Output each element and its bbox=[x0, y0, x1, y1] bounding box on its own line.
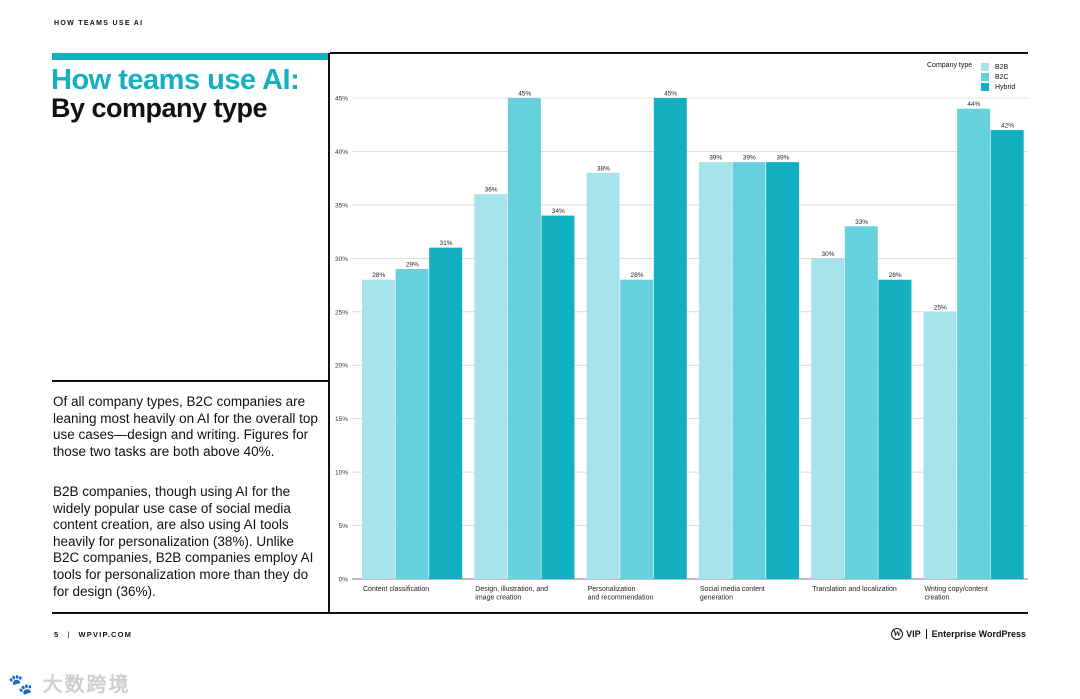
y-tick-label: 45% bbox=[335, 96, 348, 103]
bar bbox=[507, 98, 541, 579]
brand-divider bbox=[925, 629, 927, 639]
bar bbox=[811, 258, 845, 579]
y-tick-label: 25% bbox=[335, 309, 348, 316]
bar bbox=[990, 130, 1024, 580]
legend-swatch-b2b bbox=[981, 63, 989, 71]
data-label: 28% bbox=[372, 272, 385, 279]
category-label: Writing copy/content bbox=[925, 586, 988, 593]
data-label: 39% bbox=[709, 155, 722, 162]
bar bbox=[586, 172, 620, 580]
category-label: Content classification bbox=[363, 586, 429, 593]
data-label: 25% bbox=[934, 304, 947, 311]
y-tick-label: 30% bbox=[335, 256, 348, 263]
data-label: 30% bbox=[821, 251, 834, 258]
y-tick-label: 0% bbox=[339, 577, 349, 584]
data-label: 29% bbox=[406, 262, 419, 269]
category-label: Social media content bbox=[700, 586, 765, 593]
footer-separator: | bbox=[67, 630, 71, 639]
legend-item-b2b: B2B bbox=[981, 63, 1008, 71]
category-label: Personalization bbox=[588, 586, 636, 593]
legend-label-b2b: B2B bbox=[995, 63, 1009, 71]
accent-bar bbox=[52, 53, 329, 60]
data-label: 33% bbox=[855, 219, 868, 226]
bar bbox=[620, 279, 654, 579]
bar bbox=[698, 162, 732, 579]
vertical-divider bbox=[328, 53, 330, 613]
bottom-rule bbox=[52, 612, 1028, 614]
data-label: 45% bbox=[518, 91, 531, 98]
legend-swatch-hybrid bbox=[981, 83, 989, 91]
y-tick-label: 20% bbox=[335, 363, 348, 370]
bar bbox=[395, 269, 429, 579]
bar bbox=[732, 162, 766, 579]
bar bbox=[844, 226, 878, 579]
data-label: 28% bbox=[889, 272, 902, 279]
legend-item-b2c: B2C bbox=[981, 73, 1009, 81]
data-label: 42% bbox=[1001, 123, 1014, 130]
body-paragraph-2: B2B companies, though using AI for the w… bbox=[53, 484, 314, 599]
section-eyebrow: HOW TEAMS USE AI bbox=[54, 20, 144, 27]
watermark-logo: 🐾 大数跨境 bbox=[8, 674, 131, 696]
y-tick-label: 15% bbox=[335, 416, 348, 423]
category-label: generation bbox=[700, 595, 733, 602]
bar bbox=[429, 247, 463, 579]
bar bbox=[923, 311, 957, 579]
bar bbox=[766, 162, 800, 579]
y-tick-label: 10% bbox=[335, 470, 348, 477]
category-label: Design, illustration, and bbox=[475, 586, 548, 593]
page-number: 5 bbox=[54, 630, 60, 639]
data-label: 31% bbox=[439, 240, 452, 247]
data-label: 38% bbox=[597, 165, 610, 172]
bar bbox=[362, 279, 395, 579]
footer-left: 5 | WPVIP.COM bbox=[54, 630, 132, 639]
bar bbox=[878, 279, 912, 579]
legend-swatch-b2c bbox=[981, 73, 989, 81]
y-tick-label: 5% bbox=[339, 523, 349, 530]
brand-vip: VIP bbox=[906, 629, 921, 639]
legend-label-hybrid: Hybrid bbox=[995, 83, 1016, 91]
data-label: 36% bbox=[485, 187, 498, 194]
top-rule bbox=[330, 52, 1028, 54]
site-url[interactable]: WPVIP.COM bbox=[78, 630, 133, 639]
category-label: and recommendation bbox=[588, 595, 654, 602]
page-title: How teams use AI: bbox=[51, 64, 300, 96]
data-label: 44% bbox=[967, 101, 980, 108]
data-label: 28% bbox=[630, 272, 643, 279]
legend-label-b2c: B2C bbox=[995, 73, 1009, 81]
data-label: 39% bbox=[743, 155, 756, 162]
brand-logo: W VIP Enterprise WordPress bbox=[891, 628, 1026, 640]
category-label: Translation and localization bbox=[812, 586, 897, 593]
brand-name: Enterprise WordPress bbox=[931, 629, 1026, 639]
page-subtitle: By company type bbox=[51, 93, 268, 123]
bar bbox=[653, 98, 687, 579]
data-label: 39% bbox=[776, 155, 789, 162]
wordpress-icon: W bbox=[891, 628, 904, 640]
legend-item-hybrid: Hybrid bbox=[981, 83, 1015, 91]
left-divider bbox=[52, 380, 329, 382]
legend-title: Company type bbox=[927, 62, 973, 69]
category-label: image creation bbox=[475, 595, 521, 602]
y-tick-label: 35% bbox=[335, 202, 348, 209]
bar bbox=[957, 108, 991, 579]
bar bbox=[474, 194, 508, 579]
category-label: creation bbox=[925, 595, 950, 602]
body-paragraph-1: Of all company types, B2C companies are … bbox=[53, 394, 318, 459]
data-label: 34% bbox=[552, 208, 565, 215]
data-label: 45% bbox=[664, 91, 677, 98]
bar bbox=[541, 215, 575, 580]
y-tick-label: 40% bbox=[335, 149, 348, 156]
